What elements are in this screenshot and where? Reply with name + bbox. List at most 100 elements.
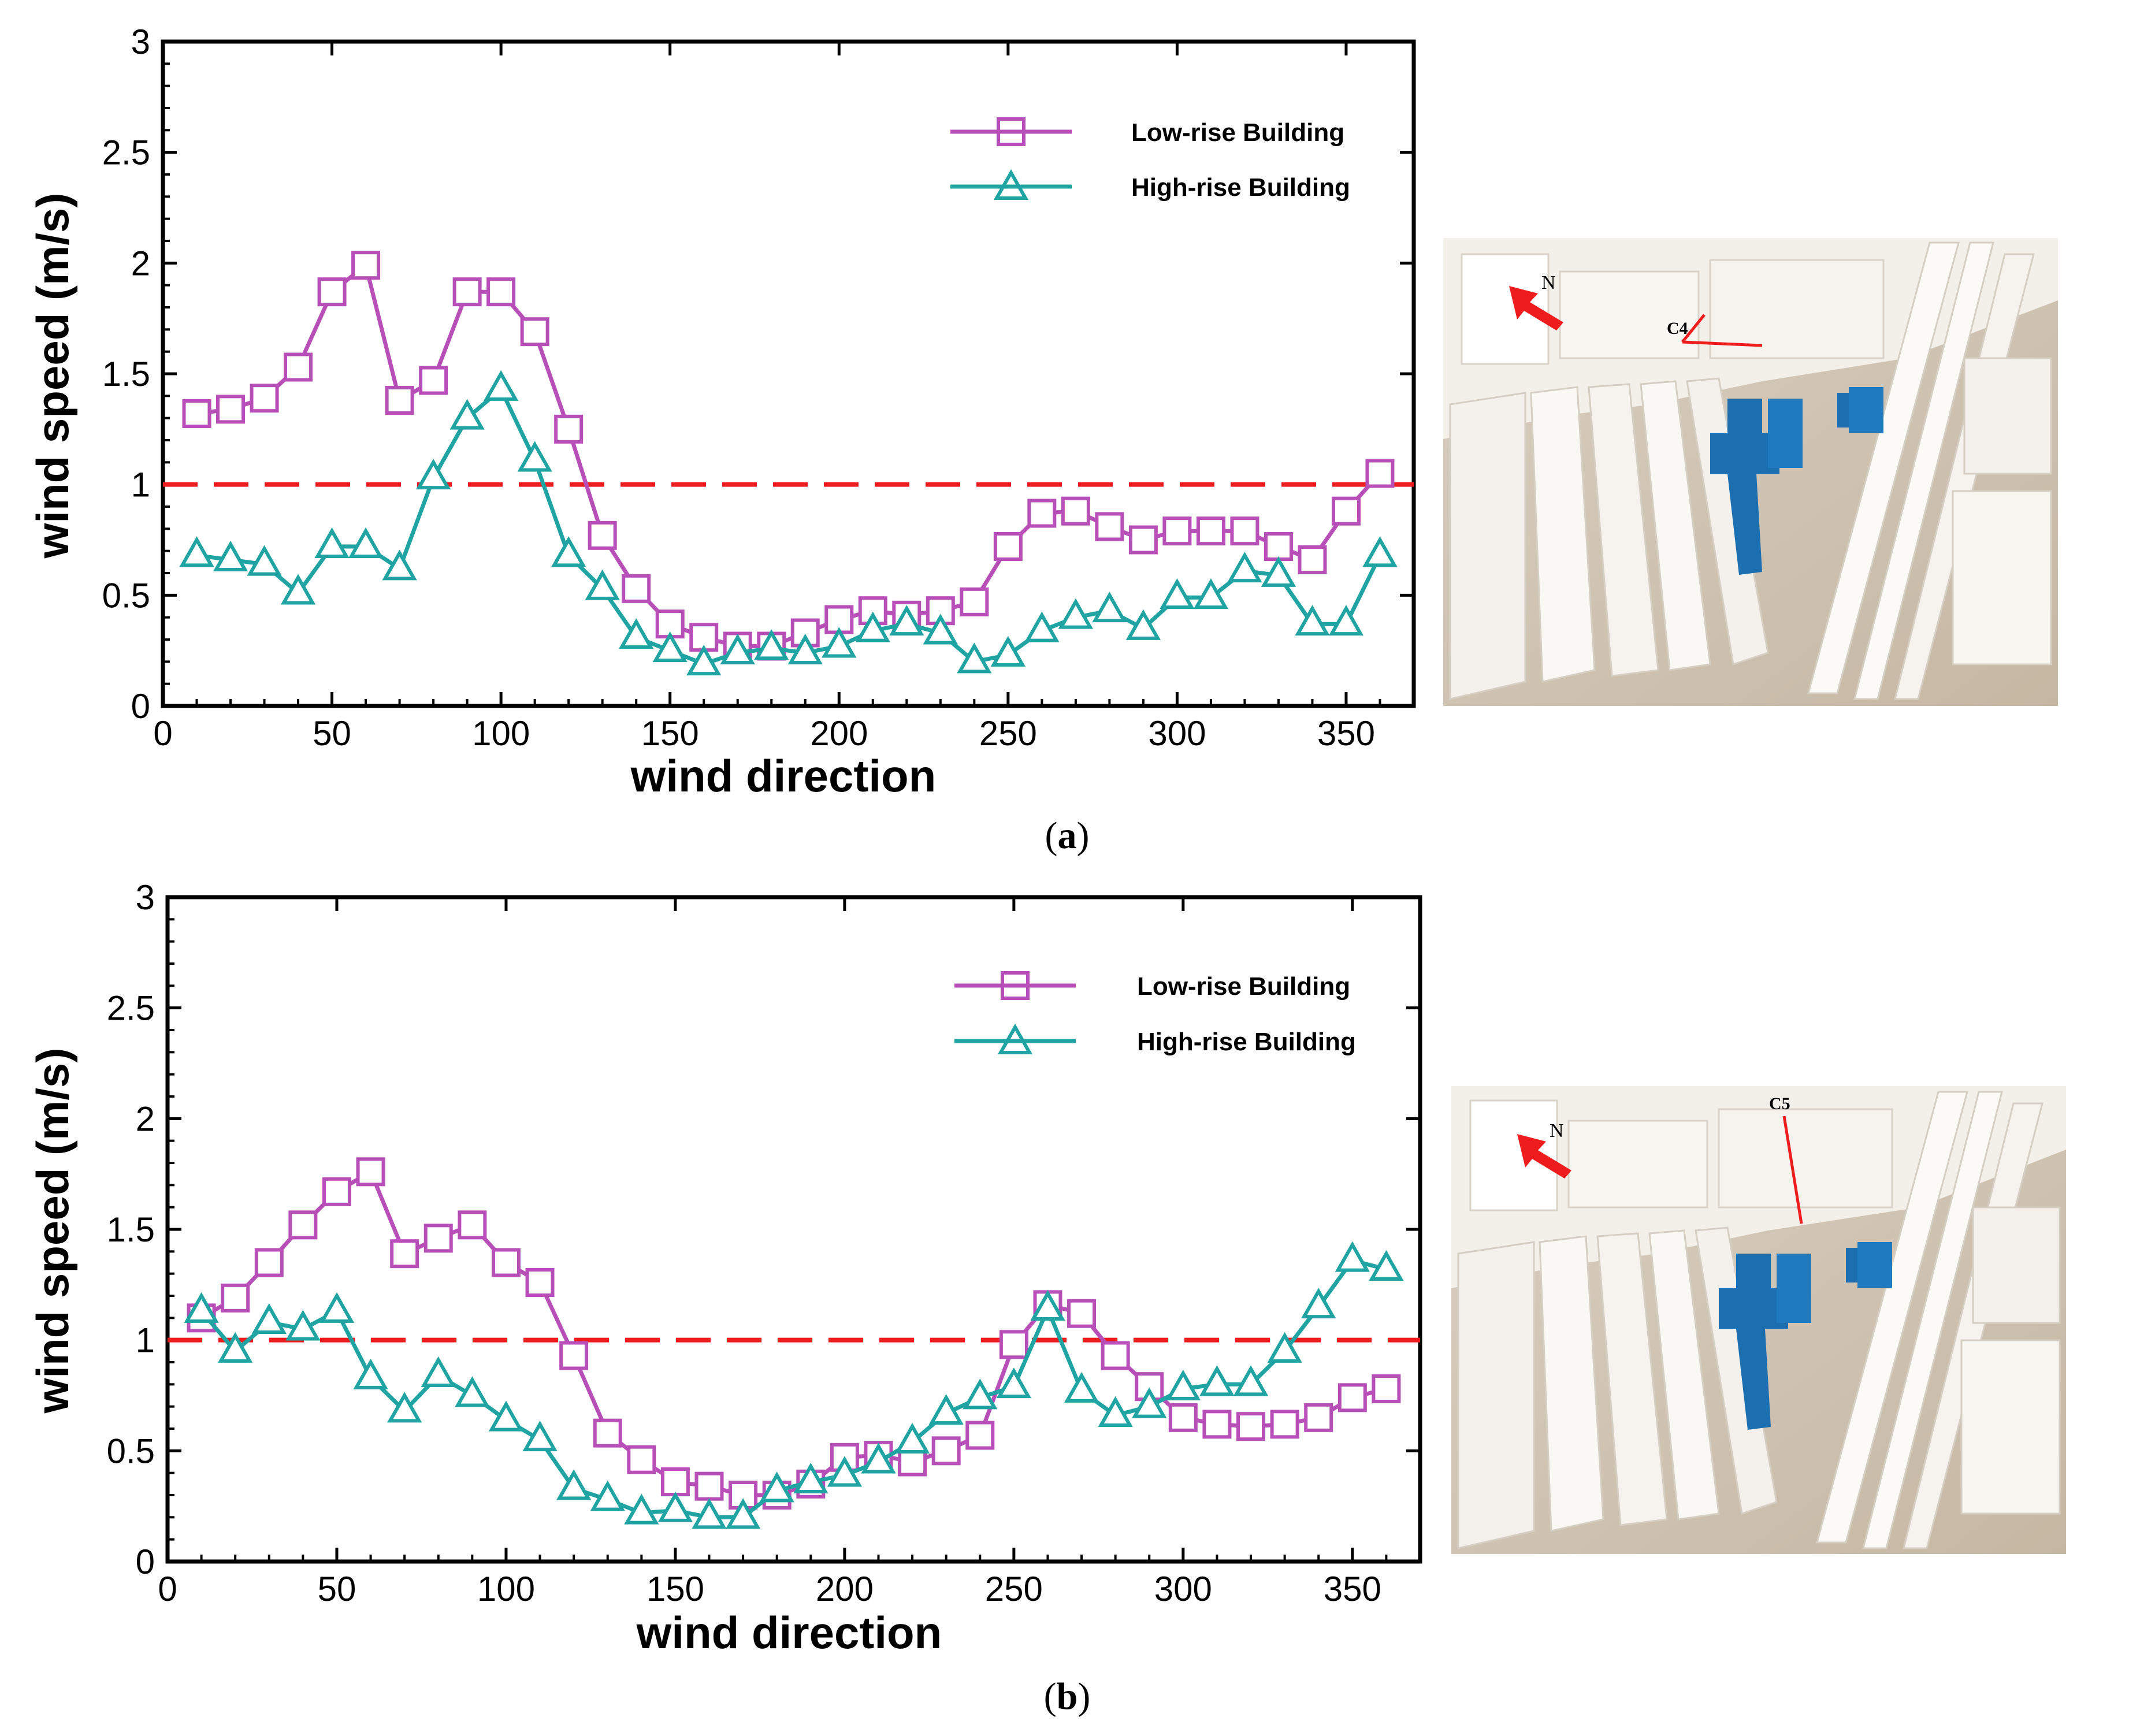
x-tick-label: 100 [477,1570,535,1608]
data-point [216,395,246,424]
data-point [692,1498,727,1529]
x-tick-label: 100 [472,714,530,753]
x-tick-label: 350 [1317,714,1375,753]
data-point [1092,592,1127,623]
data-point [1337,1383,1367,1412]
data-point [419,366,448,395]
data-point [449,399,485,430]
data-point [353,1358,388,1389]
data-point [928,1394,964,1425]
data-point [522,1421,558,1452]
series-high-rise [184,1241,1404,1529]
data-point [322,1177,351,1206]
data-point [1098,1396,1133,1427]
series-line [200,1169,1387,1497]
data-point [458,1210,487,1240]
data-point [861,1443,896,1474]
data-point [657,1491,693,1522]
chart-b-legend: Low-rise Building High-rise Building [954,971,1356,1056]
data-point [382,549,417,581]
data-point [288,1210,318,1240]
data-point [960,587,989,616]
data-point [556,1469,592,1500]
data-point [317,277,347,307]
data-point [251,1303,287,1334]
data-point [1301,1288,1336,1319]
data-point [1162,516,1192,546]
data-point [1024,611,1060,642]
measure-point-c5: C5 [1769,1094,1803,1224]
north-label-a: N [1541,272,1556,293]
data-point [247,545,282,576]
data-point [348,527,384,558]
data-point [787,633,823,664]
panel-b-label: (b) [1044,1675,1091,1718]
data-point [221,1283,250,1313]
data-point [894,1422,930,1454]
data-point [965,1421,995,1450]
data-point [1202,1410,1232,1439]
y-tick-label: 2.5 [107,989,155,1028]
x-tick-label: 200 [816,1570,874,1608]
data-point [1193,578,1229,609]
data-point [455,1376,490,1407]
north-arrow-a: N [1509,272,1563,330]
legend-low-rise-label: Low-rise Building [1131,118,1344,147]
x-tick-label: 150 [647,1570,704,1608]
y-tick-label: 3 [136,878,155,917]
series-low-rise [182,251,1395,661]
x-tick-label: 250 [979,714,1037,753]
data-point [1160,578,1195,609]
data-point [993,532,1023,561]
data-point [559,1341,589,1370]
data-point [1196,516,1225,546]
data-point [483,370,519,401]
model-photo-b: N C5 [1451,1086,2066,1554]
data-point [1168,1403,1198,1432]
data-point [1095,512,1124,541]
series-high-rise [179,370,1398,676]
data-point [1128,525,1158,555]
data-point [725,1498,761,1529]
x-tick-label: 150 [641,714,699,753]
y-tick-label: 1.5 [102,355,150,393]
data-point [822,627,857,658]
x-tick-label: 0 [153,714,172,753]
data-point [990,635,1026,667]
y-tick-label: 1.5 [107,1210,155,1249]
x-tick-label: 300 [1148,714,1206,753]
data-point [588,521,617,550]
data-point [1335,1241,1370,1272]
data-point [1199,1365,1235,1396]
data-point [1132,1387,1167,1418]
data-point [1233,1365,1269,1396]
data-point [827,1456,863,1487]
data-point [754,629,789,660]
y-tick-label: 0 [136,1542,155,1581]
data-point [517,441,552,472]
data-point [387,1392,422,1423]
data-point [619,618,654,649]
legend-high-rise-label: High-rise Building [1131,173,1350,202]
x-tick-label: 200 [810,714,868,753]
data-point [1331,496,1361,526]
legend-high-rise-label: High-rise Building [1137,1028,1356,1056]
data-point [390,1239,419,1269]
data-point [452,277,482,307]
data-point [213,540,248,571]
measure-point-label-c4: C4 [1667,319,1688,338]
x-tick-label: 250 [985,1570,1043,1608]
y-tick-label: 3 [131,23,150,61]
x-tick-label: 50 [318,1570,356,1608]
data-point [319,1292,355,1323]
y-tick-label: 1 [131,466,150,504]
data-point [1295,605,1330,636]
chart-b-xlabel: wind direction [636,1607,942,1658]
data-point [554,414,584,444]
data-point [486,277,516,307]
model-photo-a: N C4 [1443,238,2058,706]
data-point [999,1330,1028,1359]
data-point [1165,1369,1201,1400]
data-point [652,631,688,663]
